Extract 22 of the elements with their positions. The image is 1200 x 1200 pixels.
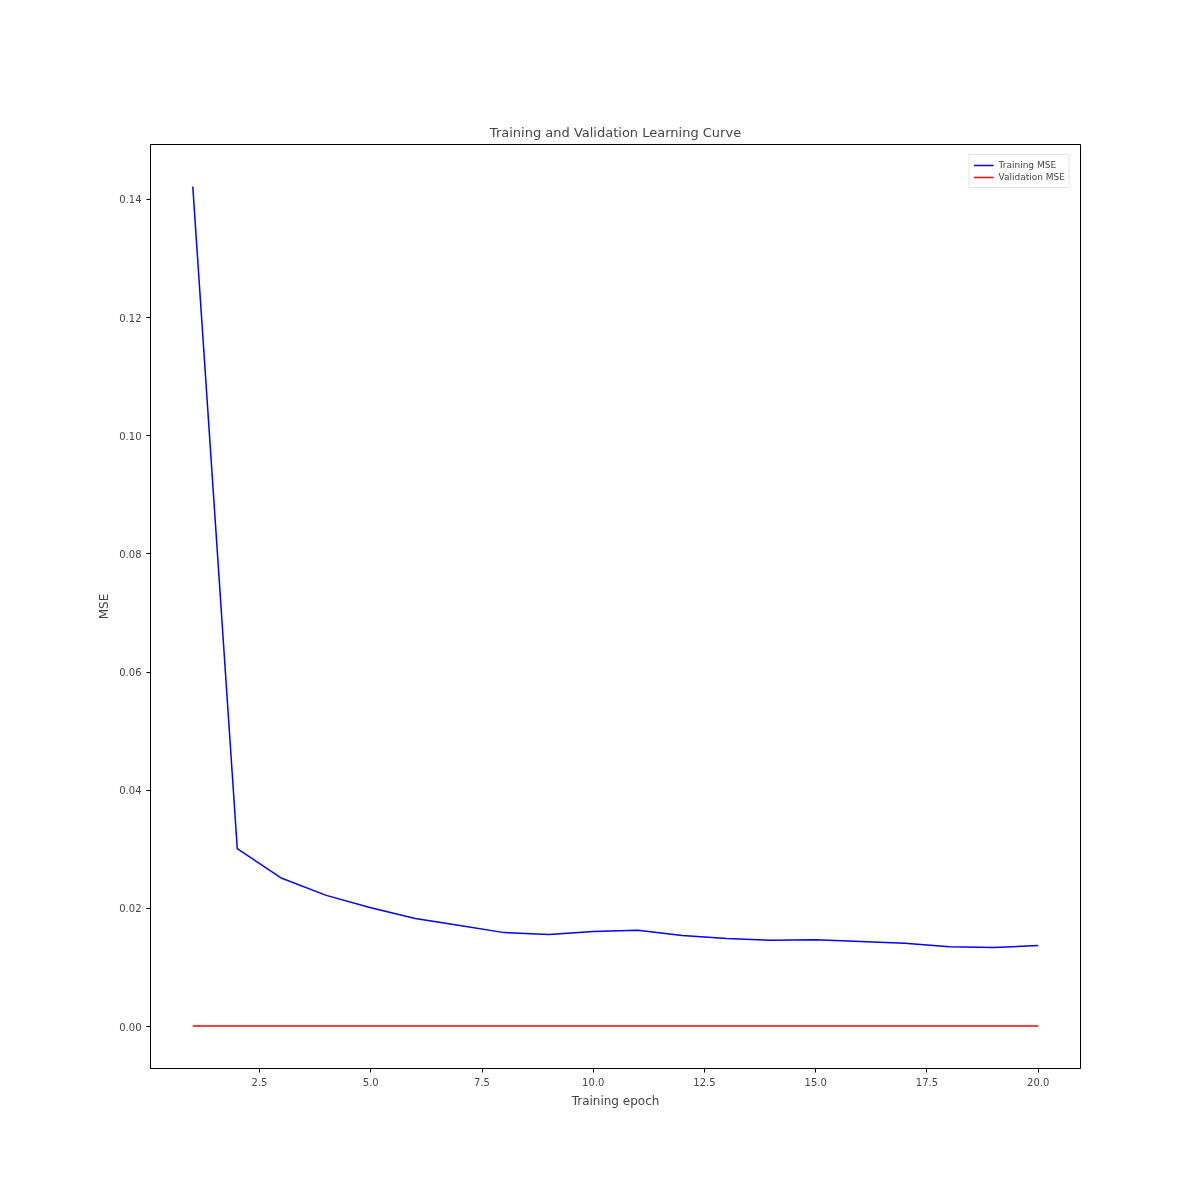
y-tick-label: 0.06 <box>119 667 142 679</box>
line-series <box>192 185 1039 949</box>
y-tick-label: 0.14 <box>119 194 142 206</box>
legend-label: Validation MSE <box>998 171 1065 183</box>
x-tick-label: 12.5 <box>693 1076 716 1088</box>
x-tick-label: 17.5 <box>915 1076 939 1088</box>
y-tick-label: 0.04 <box>119 785 142 797</box>
y-tick-label: 0.12 <box>119 312 142 324</box>
y-axis-title: MSE <box>97 593 112 620</box>
y-tick-label: 0.08 <box>119 548 142 560</box>
y-tick-label: 0.10 <box>119 430 142 442</box>
x-tick-label: 10.0 <box>582 1076 605 1088</box>
y-tick-label: 0.02 <box>119 903 142 915</box>
x-tick-label: 2.5 <box>251 1076 268 1088</box>
x-tick-label: 15.0 <box>804 1076 827 1088</box>
x-axis-title: Training epoch <box>570 1093 660 1108</box>
x-tick-label: 5.0 <box>362 1076 379 1088</box>
chart-title: Training and Validation Learning Curve <box>488 124 742 140</box>
y-tick-label: 0.00 <box>119 1021 142 1033</box>
legend-label: Training MSE <box>998 159 1057 171</box>
x-tick-label: 7.5 <box>474 1076 490 1088</box>
x-tick-label: 20.0 <box>1027 1076 1050 1088</box>
